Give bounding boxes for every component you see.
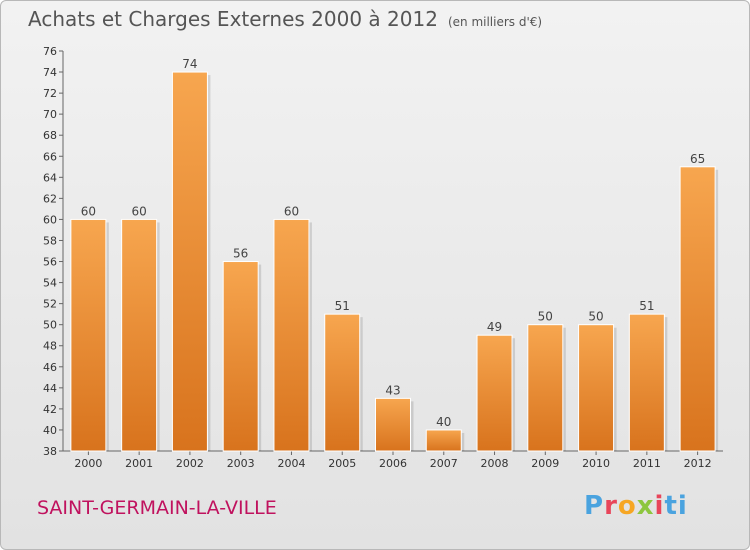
- x-tick-label: 2010: [582, 457, 610, 470]
- y-tick-label: 56: [43, 256, 57, 269]
- x-tick-label: 2012: [684, 457, 712, 470]
- value-label: 51: [639, 299, 654, 313]
- y-tick-label: 64: [43, 171, 57, 184]
- x-tick-label: 2009: [531, 457, 559, 470]
- bar-2006: [375, 397, 411, 452]
- y-tick-label: 76: [43, 45, 57, 58]
- value-label: 51: [335, 299, 350, 313]
- x-tick-label: 2007: [430, 457, 458, 470]
- value-label: 50: [538, 310, 553, 324]
- chart-title-text: Achats et Charges Externes 2000 à 2012: [28, 7, 438, 31]
- value-label: 74: [182, 57, 197, 71]
- y-tick-label: 62: [43, 192, 57, 205]
- bar-chart: 38 40 42 44 46 48 50 52 54 56 58 60 62 64 66 68 70 72 74 76…: [43, 45, 723, 470]
- y-tick-label: 54: [43, 277, 57, 290]
- y-tick-label: 58: [43, 234, 57, 247]
- y-tick-label: 74: [43, 66, 57, 79]
- x-tick-label: 2011: [633, 457, 661, 470]
- x-tick-label: 2005: [328, 457, 356, 470]
- bar-2012: [679, 166, 716, 452]
- y-tick-label: 60: [43, 213, 57, 226]
- y-tick-label: 38: [43, 445, 57, 458]
- y-tick-label: 66: [43, 150, 57, 163]
- chart-unit: (en milliers d'€): [447, 15, 543, 29]
- bar-2004: [273, 218, 310, 452]
- value-label: 40: [436, 415, 451, 429]
- y-tick-label: 72: [43, 87, 57, 100]
- y-tick-label: 42: [43, 403, 57, 416]
- chart-title: Achats et Charges Externes 2000 à 2012 (e…: [28, 7, 542, 31]
- y-tick-label: 46: [43, 361, 57, 374]
- bar-2011: [628, 313, 665, 452]
- value-label: 49: [487, 320, 502, 334]
- bar-2007: [425, 429, 462, 452]
- bar-2000: [70, 218, 107, 452]
- y-tick-label: 68: [43, 129, 57, 142]
- value-labels: 60 60 74 56 60 51 43 40 49 50 50 51 65: [81, 57, 706, 429]
- x-tick-label: 2008: [481, 457, 509, 470]
- x-tick-label: 2003: [227, 457, 255, 470]
- bar-2002: [171, 71, 208, 452]
- value-label: 56: [233, 247, 248, 261]
- bars: [70, 71, 719, 452]
- y-tick-label: 44: [43, 382, 57, 395]
- bar-2001: [121, 218, 158, 452]
- axes: 38 40 42 44 46 48 50 52 54 56 58 60 62 64 66 68 70 72 74 76…: [43, 45, 723, 470]
- y-tick-label: 50: [43, 319, 57, 332]
- bar-2003: [222, 261, 259, 452]
- y-tick-label: 40: [43, 424, 57, 437]
- x-tick-label: 2006: [379, 457, 407, 470]
- commune-name: SAINT-GERMAIN-LA-VILLE: [37, 497, 277, 519]
- value-label: 43: [385, 383, 400, 397]
- value-label: 65: [690, 152, 705, 166]
- bar-2010: [578, 324, 615, 452]
- value-label: 60: [284, 204, 299, 218]
- bar-2009: [527, 324, 564, 452]
- x-tick-label: 2002: [176, 457, 204, 470]
- y-tick-label: 52: [43, 298, 57, 311]
- proxiti-logo: Proxiti: [584, 491, 688, 521]
- value-label: 60: [132, 204, 147, 218]
- value-label: 60: [81, 204, 96, 218]
- x-tick-label: 2001: [125, 457, 153, 470]
- y-tick-label: 48: [43, 340, 57, 353]
- bar-2005: [324, 313, 361, 452]
- y-tick-label: 70: [43, 108, 57, 121]
- bar-2008: [476, 334, 513, 452]
- value-label: 50: [588, 310, 603, 324]
- x-tick-label: 2000: [74, 457, 102, 470]
- x-tick-label: 2004: [277, 457, 305, 470]
